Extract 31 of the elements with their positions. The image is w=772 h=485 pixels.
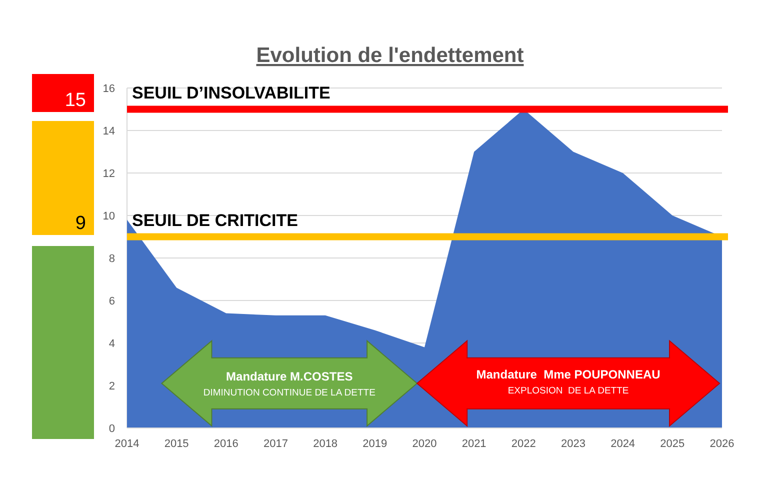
y-tick-label: 16: [102, 83, 115, 95]
ref-line-label: SEUIL D’INSOLVABILITE: [132, 83, 330, 102]
x-tick-label: 2014: [114, 438, 140, 450]
y-tick-label: 14: [102, 126, 115, 138]
x-tick-label: 2026: [710, 438, 734, 450]
y-tick-label: 6: [108, 296, 115, 308]
x-tick-label: 2021: [462, 438, 486, 450]
y-tick-label: 10: [102, 210, 115, 222]
x-tick-label: 2020: [412, 438, 437, 450]
y-tick-label: 4: [108, 338, 115, 350]
x-tick-label: 2025: [660, 438, 685, 450]
y-tick-label: 0: [108, 423, 115, 435]
x-tick-label: 2018: [313, 438, 338, 450]
x-tick-label: 2023: [561, 438, 586, 450]
y-tick-label: 8: [108, 253, 115, 265]
y-tick-label: 2: [108, 380, 115, 392]
annotation: DIMINUTION CONTINUE DE LA DETTE: [203, 387, 376, 398]
x-tick-label: 2017: [264, 438, 288, 450]
x-tick-label: 2024: [610, 438, 636, 450]
annotation: Mandature Mme POUPONNEAU: [476, 367, 660, 382]
chart-title: Evolution de l'endettement: [256, 44, 524, 67]
annotation: Mandature M.COSTES: [226, 369, 353, 384]
x-tick-label: 2015: [164, 438, 189, 450]
x-tick-label: 2019: [362, 438, 388, 450]
x-tick-label: 2016: [214, 438, 238, 450]
text: 9: [75, 213, 86, 234]
text: 15: [64, 90, 86, 111]
x-tick-label: 2022: [511, 438, 536, 450]
annotation: EXPLOSION DE LA DETTE: [508, 385, 629, 396]
ref-line-label: SEUIL DE CRITICITE: [132, 210, 298, 230]
y-tick-label: 12: [102, 168, 115, 180]
